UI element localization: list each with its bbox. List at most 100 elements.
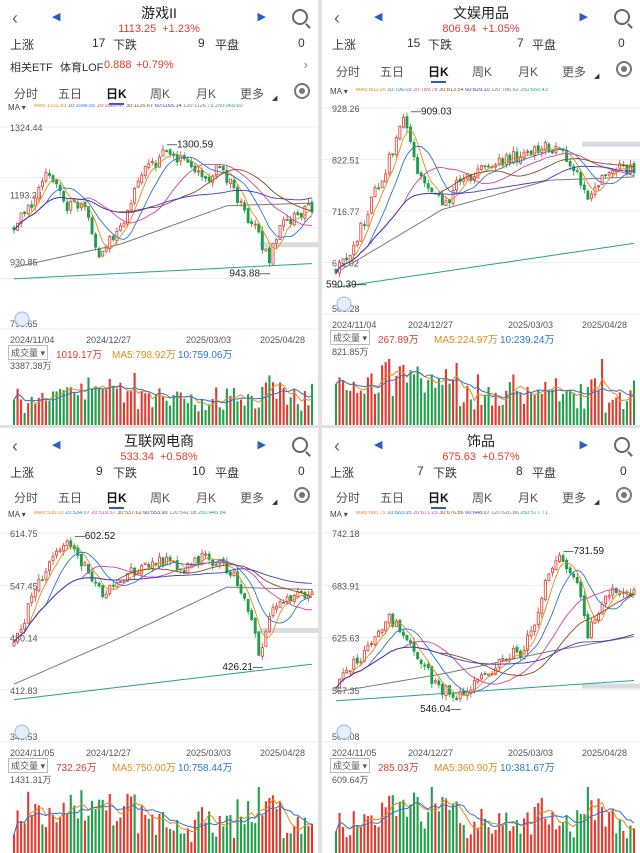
volume-header: 成交量 ▾ 732.26万 MA5:750.00万 10:758.44万 (0, 758, 318, 774)
volume-bar (398, 801, 401, 853)
ma60-line (335, 165, 634, 274)
triangle-right-icon[interactable]: ▶ (579, 439, 588, 451)
triangle-left-icon[interactable]: ◀ (374, 11, 383, 23)
volume-bar (169, 405, 172, 425)
chevron-left-icon[interactable]: ‹ (334, 8, 340, 28)
gear-icon[interactable] (294, 83, 310, 99)
tab-daily[interactable]: 日K (428, 65, 449, 83)
candle (359, 221, 363, 242)
volume-selector[interactable]: 成交量 ▾ (330, 330, 371, 345)
sector-title: 互联网电商 (124, 433, 194, 449)
volume-bar (303, 391, 306, 425)
volume-bar (254, 408, 257, 425)
x-date-label: 2025/04/28 (582, 320, 627, 330)
tab-monthly[interactable]: 月K (196, 491, 217, 505)
tab-weekly[interactable]: 周K (150, 87, 171, 101)
volume-ma10-line (13, 804, 313, 835)
chevron-left-icon[interactable]: ‹ (334, 436, 340, 456)
volume-bar (604, 412, 607, 425)
search-icon[interactable] (292, 437, 308, 453)
tab-more[interactable]: 更多 (562, 491, 587, 505)
volume-bar (469, 834, 472, 853)
volume-max-label: 821.85万 (332, 347, 369, 357)
search-icon[interactable] (614, 9, 630, 25)
chevron-right-icon[interactable]: › (303, 57, 308, 72)
tab-daily[interactable]: 日K (106, 87, 127, 105)
volume-bar (483, 394, 487, 425)
volume-selector[interactable]: 成交量 ▾ (330, 758, 371, 773)
volume-bar (441, 384, 444, 425)
ma-selector[interactable]: MA ▾ (330, 88, 348, 96)
chevron-left-icon[interactable]: ‹ (12, 436, 18, 456)
volume-value: 285.03万 (378, 763, 419, 774)
candle (278, 599, 282, 608)
volume-bar (554, 829, 558, 853)
ma5-line (13, 153, 313, 250)
candle (526, 630, 530, 656)
tab-intraday[interactable]: 分时 (14, 87, 39, 101)
candle (398, 125, 402, 141)
tab-more[interactable]: 更多 (240, 491, 265, 505)
candle (465, 687, 469, 701)
candle (118, 222, 122, 232)
triangle-right-icon[interactable]: ▶ (257, 11, 266, 23)
tab-intraday[interactable]: 分时 (336, 491, 361, 505)
tab-weekly[interactable]: 周K (150, 491, 171, 505)
sector-quote: 675.63 +0.57% (322, 451, 640, 463)
tab-daily[interactable]: 日K (428, 491, 449, 509)
zoom-icon[interactable] (336, 296, 352, 312)
ma-selector[interactable]: MA ▾ (330, 511, 348, 519)
triangle-left-icon[interactable]: ◀ (52, 11, 61, 23)
candle (310, 199, 314, 215)
ma-selector[interactable]: MA ▾ (8, 104, 26, 112)
triangle-left-icon[interactable]: ◀ (52, 439, 61, 451)
ma-selector[interactable]: MA ▾ (8, 511, 26, 519)
tab-monthly[interactable]: 月K (518, 491, 539, 505)
volume-bar (310, 383, 314, 425)
search-icon[interactable] (292, 9, 308, 25)
triangle-left-icon[interactable]: ◀ (374, 439, 383, 451)
breadth-row: 上涨 7 下跌 8 平盘 0 (322, 464, 640, 480)
tab-5day[interactable]: 五日 (380, 491, 405, 505)
gear-icon[interactable] (616, 487, 632, 503)
gear-icon[interactable] (616, 61, 632, 77)
tab-monthly[interactable]: 月K (196, 87, 217, 101)
triangle-right-icon[interactable]: ▶ (579, 11, 588, 23)
tab-5day[interactable]: 五日 (380, 65, 405, 79)
zoom-icon[interactable] (14, 724, 30, 740)
tab-daily[interactable]: 日K (106, 491, 127, 509)
volume-bar (229, 395, 232, 425)
tab-weekly[interactable]: 周K (472, 491, 493, 505)
tab-weekly[interactable]: 周K (472, 65, 493, 79)
volume-bar (430, 374, 433, 425)
volume-ma5: MA5:750.00万 (112, 763, 176, 774)
gear-icon[interactable] (294, 487, 310, 503)
candle (26, 602, 30, 624)
triangle-right-icon[interactable]: ▶ (257, 439, 266, 451)
candle (55, 547, 59, 559)
zoom-icon[interactable] (14, 311, 30, 327)
candle (540, 145, 544, 158)
chevron-left-icon[interactable]: ‹ (12, 8, 18, 28)
candle (101, 585, 105, 599)
search-icon[interactable] (614, 437, 630, 453)
tab-more[interactable]: 更多 (562, 65, 587, 79)
candle (391, 612, 395, 629)
related-etf-row[interactable]: 相关ETF 体育LOF 0.888 +0.79% › (0, 56, 318, 76)
volume-bar (197, 811, 200, 853)
candle (338, 262, 341, 278)
tab-5day[interactable]: 五日 (58, 87, 83, 101)
tab-intraday[interactable]: 分时 (336, 65, 361, 79)
candle (515, 147, 519, 167)
volume-selector[interactable]: 成交量 ▾ (8, 758, 49, 773)
sector-panel-entertainment-goods: ‹ ◀ 文娱用品 806.94 +1.05% ▶ 上涨 15 下跌 7 平盘 0 … (322, 0, 640, 425)
candle (158, 153, 161, 168)
tab-intraday[interactable]: 分时 (14, 491, 39, 505)
tab-monthly[interactable]: 月K (518, 65, 539, 79)
dropdown-indicator-icon: ◢ (594, 499, 600, 506)
volume-selector[interactable]: 成交量 ▾ (8, 345, 49, 360)
tab-5day[interactable]: 五日 (58, 491, 83, 505)
zoom-icon[interactable] (336, 724, 352, 740)
candle (48, 560, 51, 576)
tab-more[interactable]: 更多 (240, 87, 265, 101)
